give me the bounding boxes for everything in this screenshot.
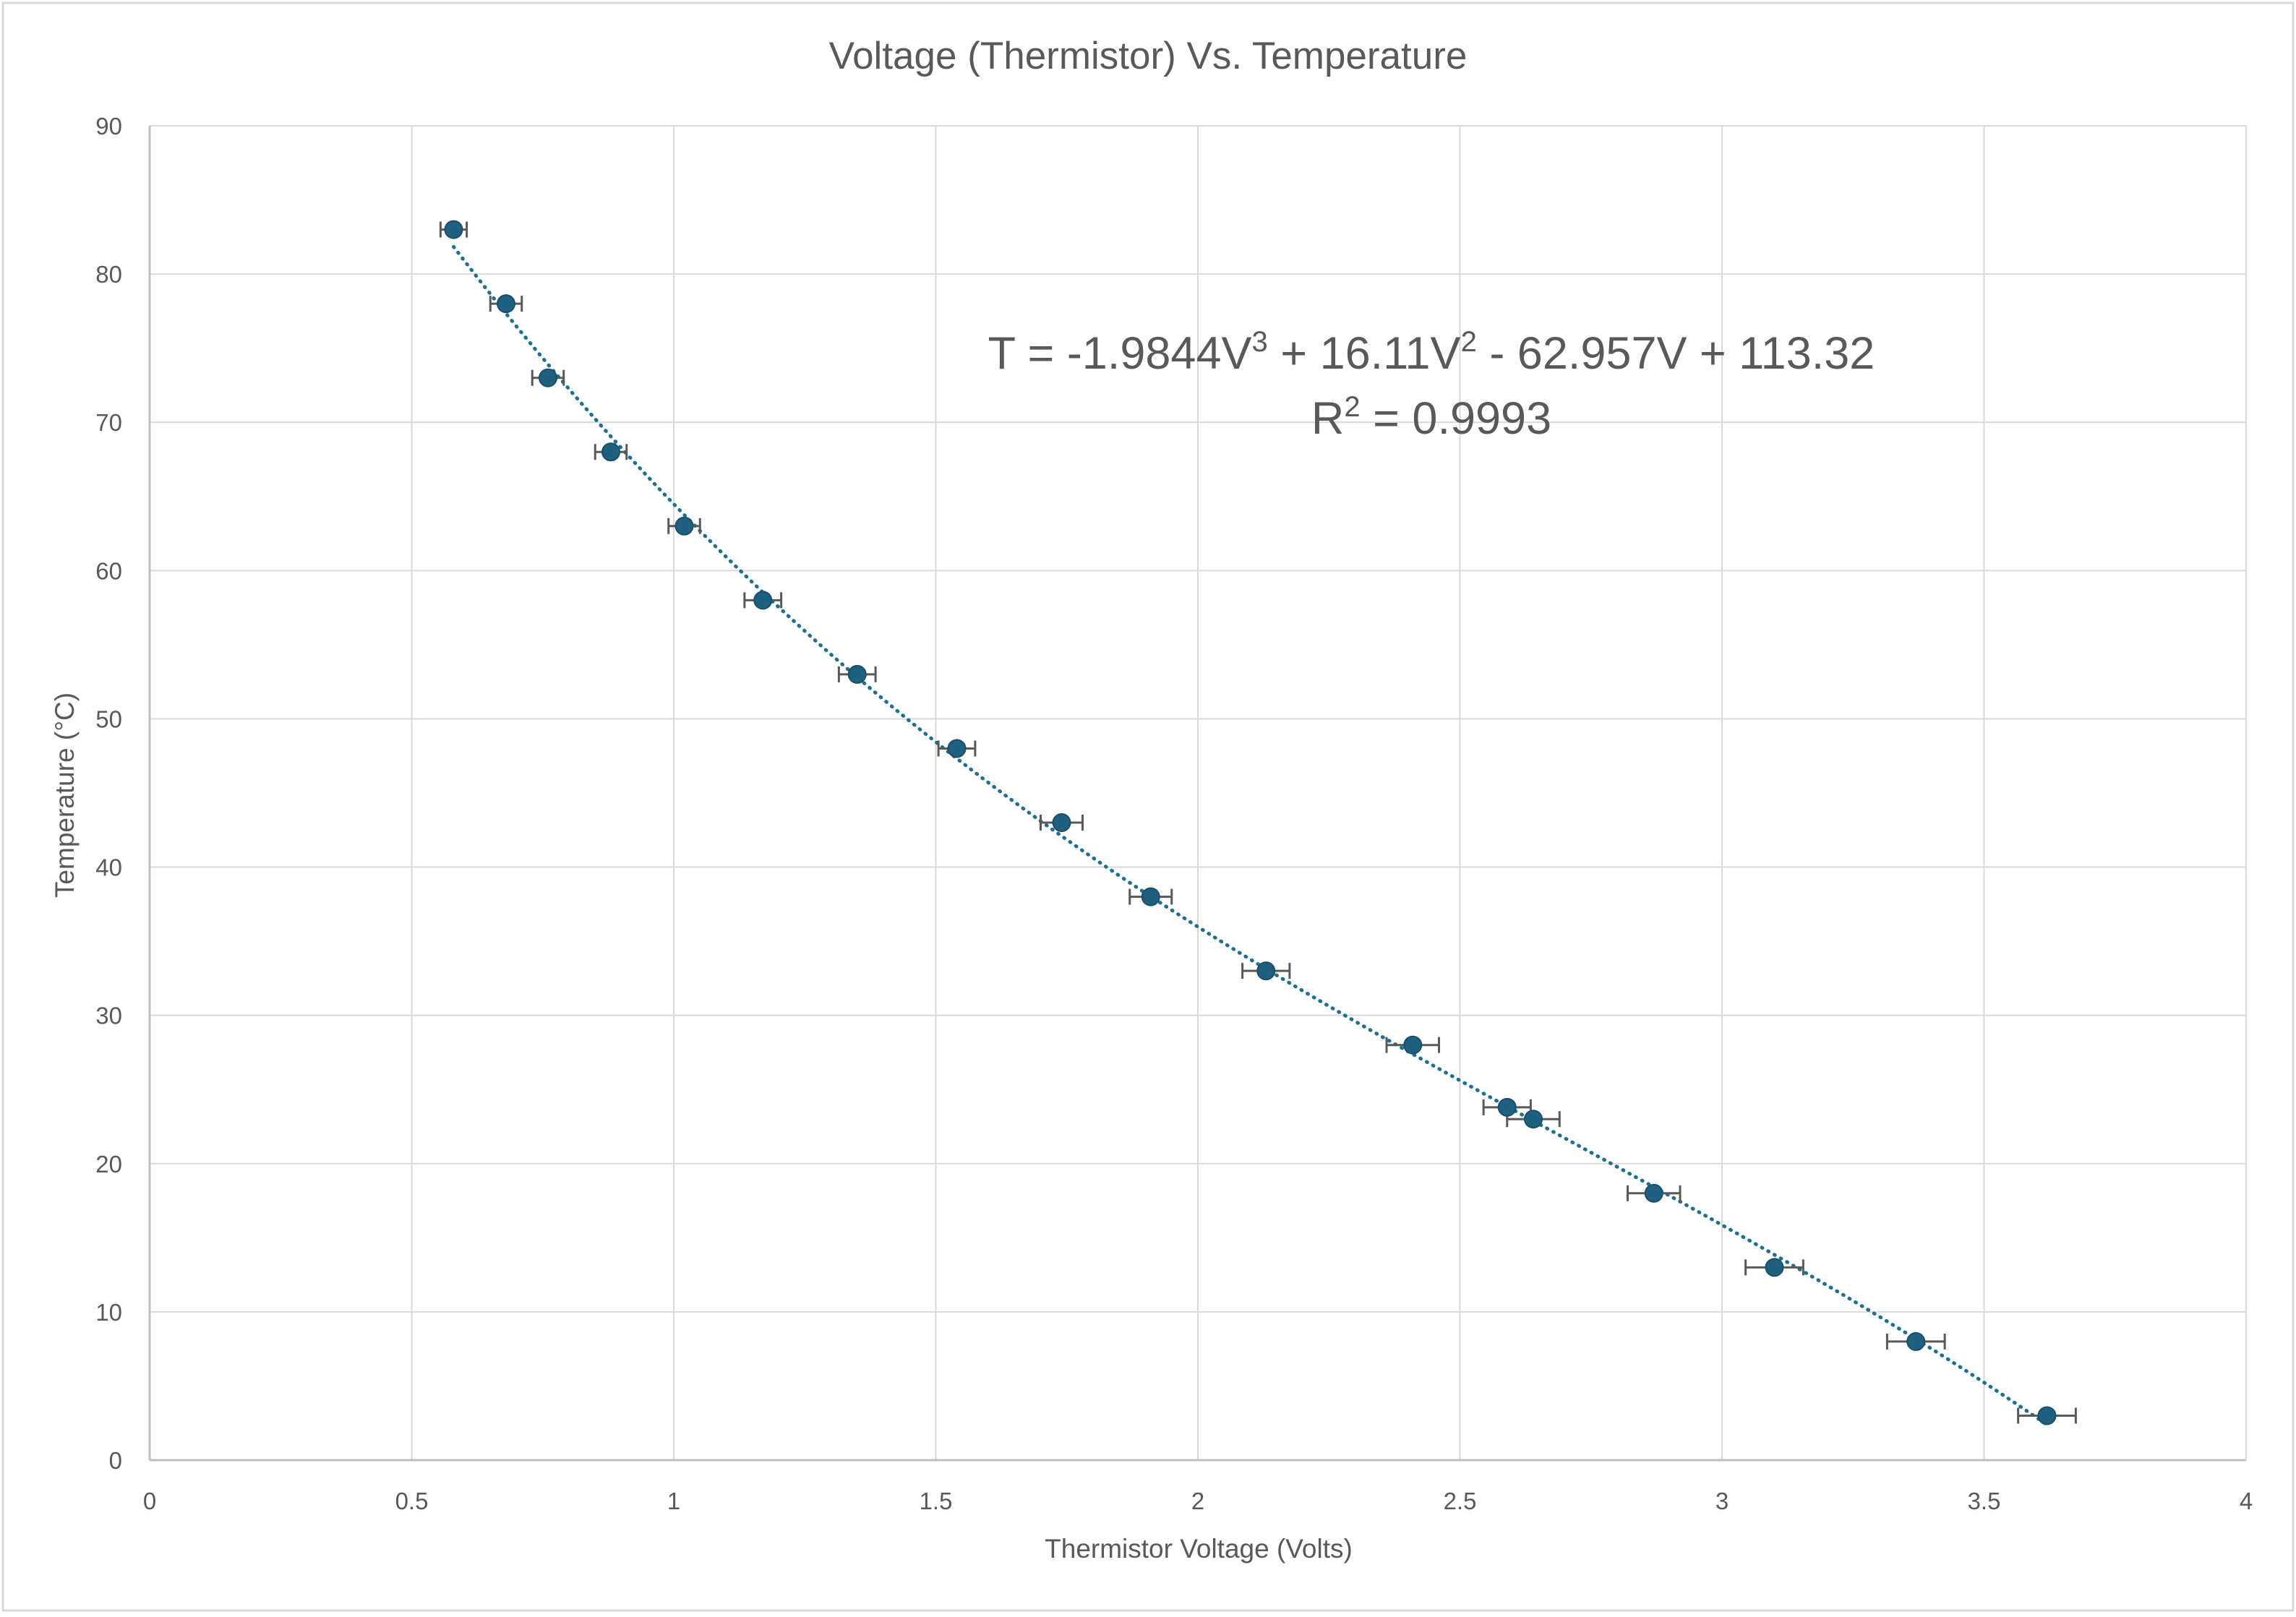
x-tick-label: 3.5 bbox=[1968, 1488, 2001, 1514]
data-point bbox=[947, 739, 967, 758]
gridlines bbox=[149, 125, 2247, 1461]
y-tick-label: 50 bbox=[95, 705, 122, 732]
equation-part-3: - 62.957V + 113.32 bbox=[1477, 328, 1875, 379]
trendline-equation: T = -1.9844V3 + 16.11V2 - 62.957V + 113.… bbox=[988, 326, 1875, 379]
data-point bbox=[601, 442, 620, 462]
data-point bbox=[444, 220, 463, 239]
trendline bbox=[452, 244, 2049, 1427]
data-points bbox=[444, 220, 2057, 1425]
data-point bbox=[1052, 813, 1071, 833]
y-tick-label: 90 bbox=[95, 113, 122, 140]
data-point bbox=[1141, 887, 1160, 906]
x-tick-label: 1.5 bbox=[920, 1488, 953, 1514]
x-tick-label: 2.5 bbox=[1444, 1488, 1477, 1514]
data-point bbox=[1497, 1097, 1517, 1117]
r-squared-label: R2 = 0.9993 bbox=[1311, 391, 1551, 444]
x-tick-label: 0.5 bbox=[395, 1488, 429, 1514]
data-point bbox=[1524, 1110, 1543, 1129]
x-tick-label: 3 bbox=[1715, 1488, 1729, 1514]
y-tick-label: 40 bbox=[95, 854, 122, 881]
data-point bbox=[1403, 1035, 1423, 1055]
data-point bbox=[497, 294, 515, 314]
equation-superscript-3: 3 bbox=[1252, 326, 1268, 358]
x-tick-label: 1 bbox=[667, 1488, 680, 1514]
y-tick-label: 80 bbox=[95, 261, 122, 288]
chart-title: Voltage (Thermistor) Vs. Temperature bbox=[829, 35, 1468, 77]
data-point bbox=[539, 368, 557, 387]
x-tick-label: 0 bbox=[143, 1488, 156, 1514]
data-point bbox=[1906, 1331, 1926, 1351]
data-point bbox=[1765, 1258, 1784, 1277]
trendline-path bbox=[452, 244, 2049, 1427]
data-point bbox=[847, 664, 867, 684]
axes bbox=[148, 126, 2246, 1462]
data-point bbox=[1256, 961, 1276, 981]
r-squared-value: = 0.9993 bbox=[1361, 393, 1552, 444]
y-tick-label: 0 bbox=[109, 1447, 122, 1474]
x-tick-label: 2 bbox=[1191, 1488, 1204, 1514]
equation-superscript-2: 2 bbox=[1461, 326, 1477, 358]
x-axis-title: Thermistor Voltage (Volts) bbox=[1045, 1534, 1353, 1564]
data-point bbox=[1644, 1183, 1663, 1203]
x-tick-label: 4 bbox=[2240, 1488, 2253, 1514]
r-squared-superscript: 2 bbox=[1344, 391, 1360, 423]
data-point bbox=[2037, 1406, 2057, 1425]
y-tick-label: 30 bbox=[95, 1003, 122, 1029]
y-tick-label: 60 bbox=[95, 557, 122, 584]
equation-part-1: T = -1.9844V bbox=[988, 328, 1252, 379]
data-point bbox=[753, 591, 773, 610]
y-tick-label: 70 bbox=[95, 409, 122, 436]
y-tick-label: 10 bbox=[95, 1299, 122, 1326]
y-tick-label: 20 bbox=[95, 1151, 122, 1178]
equation-part-2: + 16.11V bbox=[1268, 328, 1461, 379]
y-axis-title: Temperature (°C) bbox=[50, 692, 80, 898]
data-point bbox=[674, 516, 694, 536]
r-squared-r: R bbox=[1311, 393, 1345, 444]
